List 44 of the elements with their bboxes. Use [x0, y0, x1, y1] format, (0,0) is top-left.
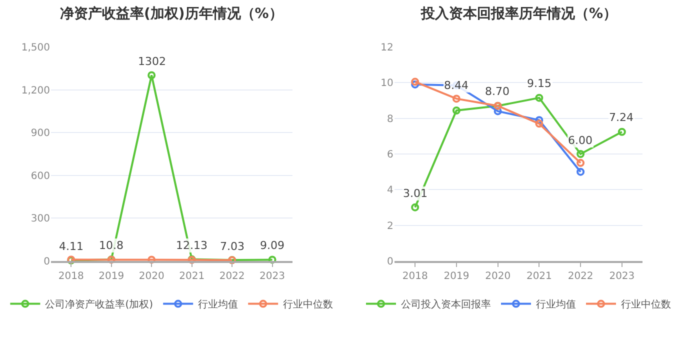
y-tick-label: 1,500 — [21, 42, 50, 54]
x-tick-label: 2022 — [568, 271, 594, 282]
x-tick-label: 2019 — [444, 271, 470, 282]
y-tick-label: 0 — [387, 256, 394, 268]
legend-label: 行业均值 — [198, 298, 238, 311]
y-tick-label: 300 — [30, 214, 50, 225]
x-tick-label: 2018 — [402, 271, 428, 282]
y-tick-label: 600 — [30, 170, 50, 182]
data-label: 1302 — [138, 55, 166, 68]
x-tick-label: 2023 — [609, 271, 635, 282]
y-tick-label: 12 — [380, 42, 394, 54]
y-tick-label: 0 — [44, 256, 50, 268]
y-tick-label: 6 — [387, 150, 394, 160]
y-tick-label: 900 — [30, 128, 50, 140]
x-tick-label: 2023 — [260, 271, 286, 282]
x-tick-label: 2018 — [58, 271, 84, 282]
data-label: 3.01 — [403, 187, 428, 200]
data-label: 8.70 — [485, 85, 510, 98]
y-tick-label: 4 — [387, 185, 394, 196]
y-tick-label: 10 — [380, 78, 394, 90]
chart-title: 净资产收益率(加权)历年情况（%） — [60, 5, 283, 22]
data-label: 7.03 — [220, 240, 244, 253]
legend-label: 行业中位数 — [283, 298, 334, 311]
legend-label: 公司净资产收益率(加权) — [45, 298, 154, 311]
data-label: 6.00 — [568, 134, 592, 147]
data-label: 7.24 — [609, 111, 634, 124]
data-label: 9.09 — [260, 239, 284, 252]
legend-label: 行业均值 — [536, 298, 576, 311]
data-label: 9.15 — [527, 77, 552, 90]
x-tick-label: 2022 — [219, 271, 245, 282]
legend-label: 公司投入资本回报率 — [401, 298, 491, 311]
data-label: 4.11 — [59, 240, 84, 253]
x-tick-label: 2020 — [485, 271, 511, 282]
y-tick-label: 2 — [387, 220, 394, 232]
y-tick-label: 8 — [387, 114, 394, 125]
y-tick-label: 1,200 — [21, 85, 50, 96]
data-label: 12.13 — [176, 239, 208, 252]
x-tick-label: 2020 — [138, 271, 164, 282]
data-label: 10.8 — [99, 239, 124, 252]
x-tick-label: 2021 — [179, 271, 205, 282]
chart-title: 投入资本回报率历年情况（%） — [420, 5, 618, 22]
legend-label: 行业中位数 — [621, 298, 671, 311]
x-tick-label: 2019 — [98, 271, 124, 282]
x-tick-label: 2021 — [526, 271, 552, 282]
